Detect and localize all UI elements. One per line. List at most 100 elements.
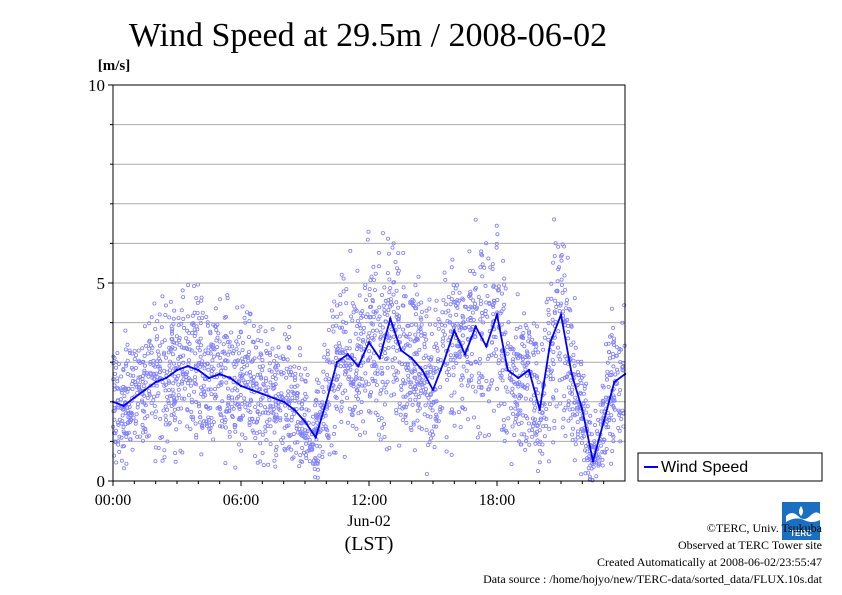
scatter-point bbox=[334, 406, 339, 411]
scatter-point bbox=[558, 254, 563, 259]
scatter-point bbox=[335, 346, 340, 351]
scatter-point bbox=[491, 298, 496, 303]
scatter-point bbox=[167, 388, 172, 393]
scatter-point bbox=[361, 360, 366, 365]
scatter-point bbox=[303, 378, 308, 383]
scatter-point bbox=[145, 414, 150, 419]
scatter-point bbox=[491, 312, 496, 317]
scatter-point bbox=[169, 403, 174, 408]
scatter-point bbox=[371, 264, 376, 269]
scatter-point bbox=[128, 437, 133, 442]
scatter-point bbox=[371, 378, 376, 383]
scatter-point bbox=[338, 409, 343, 414]
scatter-point bbox=[576, 429, 581, 434]
scatter-point bbox=[414, 350, 419, 355]
scatter-point bbox=[341, 276, 346, 281]
scatter-point bbox=[200, 359, 205, 364]
scatter-point bbox=[404, 365, 409, 370]
scatter-point bbox=[161, 352, 166, 357]
scatter-point bbox=[371, 277, 376, 282]
scatter-point bbox=[499, 291, 504, 296]
scatter-point bbox=[186, 283, 191, 288]
scatter-point bbox=[469, 373, 474, 378]
scatter-point bbox=[513, 420, 518, 425]
scatter-point bbox=[176, 382, 181, 387]
scatter-point bbox=[373, 271, 378, 276]
scatter-point bbox=[264, 419, 269, 424]
scatter-point bbox=[273, 448, 278, 453]
scatter-point bbox=[357, 293, 362, 298]
scatter-point bbox=[467, 249, 472, 254]
scatter-point bbox=[419, 426, 424, 431]
scatter-point bbox=[562, 394, 567, 399]
scatter-point bbox=[501, 417, 506, 422]
scatter-point bbox=[122, 394, 127, 399]
scatter-point bbox=[332, 424, 337, 429]
scatter-point bbox=[533, 441, 538, 446]
scatter-point bbox=[451, 357, 456, 362]
scatter-point bbox=[161, 408, 166, 413]
scatter-point bbox=[517, 439, 522, 444]
series-point bbox=[325, 400, 328, 403]
scatter-point bbox=[339, 325, 344, 330]
scatter-point bbox=[116, 361, 121, 366]
scatter-point bbox=[611, 364, 616, 369]
scatter-point bbox=[391, 280, 396, 285]
scatter-point bbox=[593, 423, 598, 428]
scatter-point bbox=[511, 357, 516, 362]
scatter-point bbox=[448, 357, 453, 362]
scatter-point bbox=[362, 286, 367, 291]
scatter-point bbox=[296, 365, 301, 370]
scatter-point bbox=[171, 316, 176, 321]
scatter-point bbox=[283, 448, 288, 453]
scatter-point bbox=[491, 304, 496, 309]
scatter-point bbox=[378, 343, 383, 348]
scatter-point bbox=[349, 361, 354, 366]
scatter-point bbox=[522, 344, 527, 349]
scatter-point bbox=[572, 363, 577, 368]
scatter-point bbox=[276, 345, 281, 350]
scatter-point bbox=[515, 382, 520, 387]
scatter-point bbox=[307, 459, 312, 464]
scatter-point bbox=[181, 346, 186, 351]
scatter-point bbox=[426, 395, 431, 400]
scatter-point bbox=[316, 380, 321, 385]
scatter-point bbox=[179, 345, 184, 350]
scatter-point bbox=[147, 321, 152, 326]
scatter-point bbox=[505, 351, 510, 356]
scatter-point bbox=[254, 431, 259, 436]
series-point bbox=[335, 361, 339, 364]
scatter-point bbox=[333, 344, 338, 349]
scatter-point bbox=[173, 378, 178, 383]
scatter-point bbox=[325, 352, 330, 357]
scatter-point bbox=[510, 424, 515, 429]
scatter-point bbox=[606, 425, 611, 430]
scatter-point bbox=[556, 345, 561, 350]
scatter-point bbox=[304, 456, 309, 461]
scatter-point bbox=[354, 368, 359, 373]
scatter-point bbox=[454, 343, 459, 348]
scatter-point bbox=[542, 402, 547, 407]
scatter-point bbox=[483, 308, 488, 313]
scatter-point bbox=[342, 364, 347, 369]
scatter-point bbox=[491, 334, 496, 339]
scatter-point bbox=[206, 367, 211, 372]
scatter-point bbox=[518, 408, 523, 413]
scatter-point bbox=[169, 329, 174, 334]
scatter-point bbox=[495, 232, 500, 237]
scatter-point bbox=[168, 346, 173, 351]
scatter-point bbox=[408, 384, 413, 389]
scatter-point bbox=[134, 365, 139, 370]
series-point bbox=[506, 368, 509, 372]
scatter-point bbox=[285, 417, 290, 422]
scatter-point bbox=[379, 388, 384, 393]
scatter-point bbox=[229, 330, 234, 335]
scatter-point bbox=[321, 389, 326, 394]
scatter-point bbox=[426, 355, 431, 360]
scatter-point bbox=[499, 309, 504, 314]
scatter-point bbox=[280, 441, 285, 446]
scatter-point bbox=[391, 309, 396, 314]
scatter-point bbox=[264, 348, 269, 353]
scatter-point bbox=[338, 325, 343, 330]
scatter-point bbox=[534, 374, 539, 379]
